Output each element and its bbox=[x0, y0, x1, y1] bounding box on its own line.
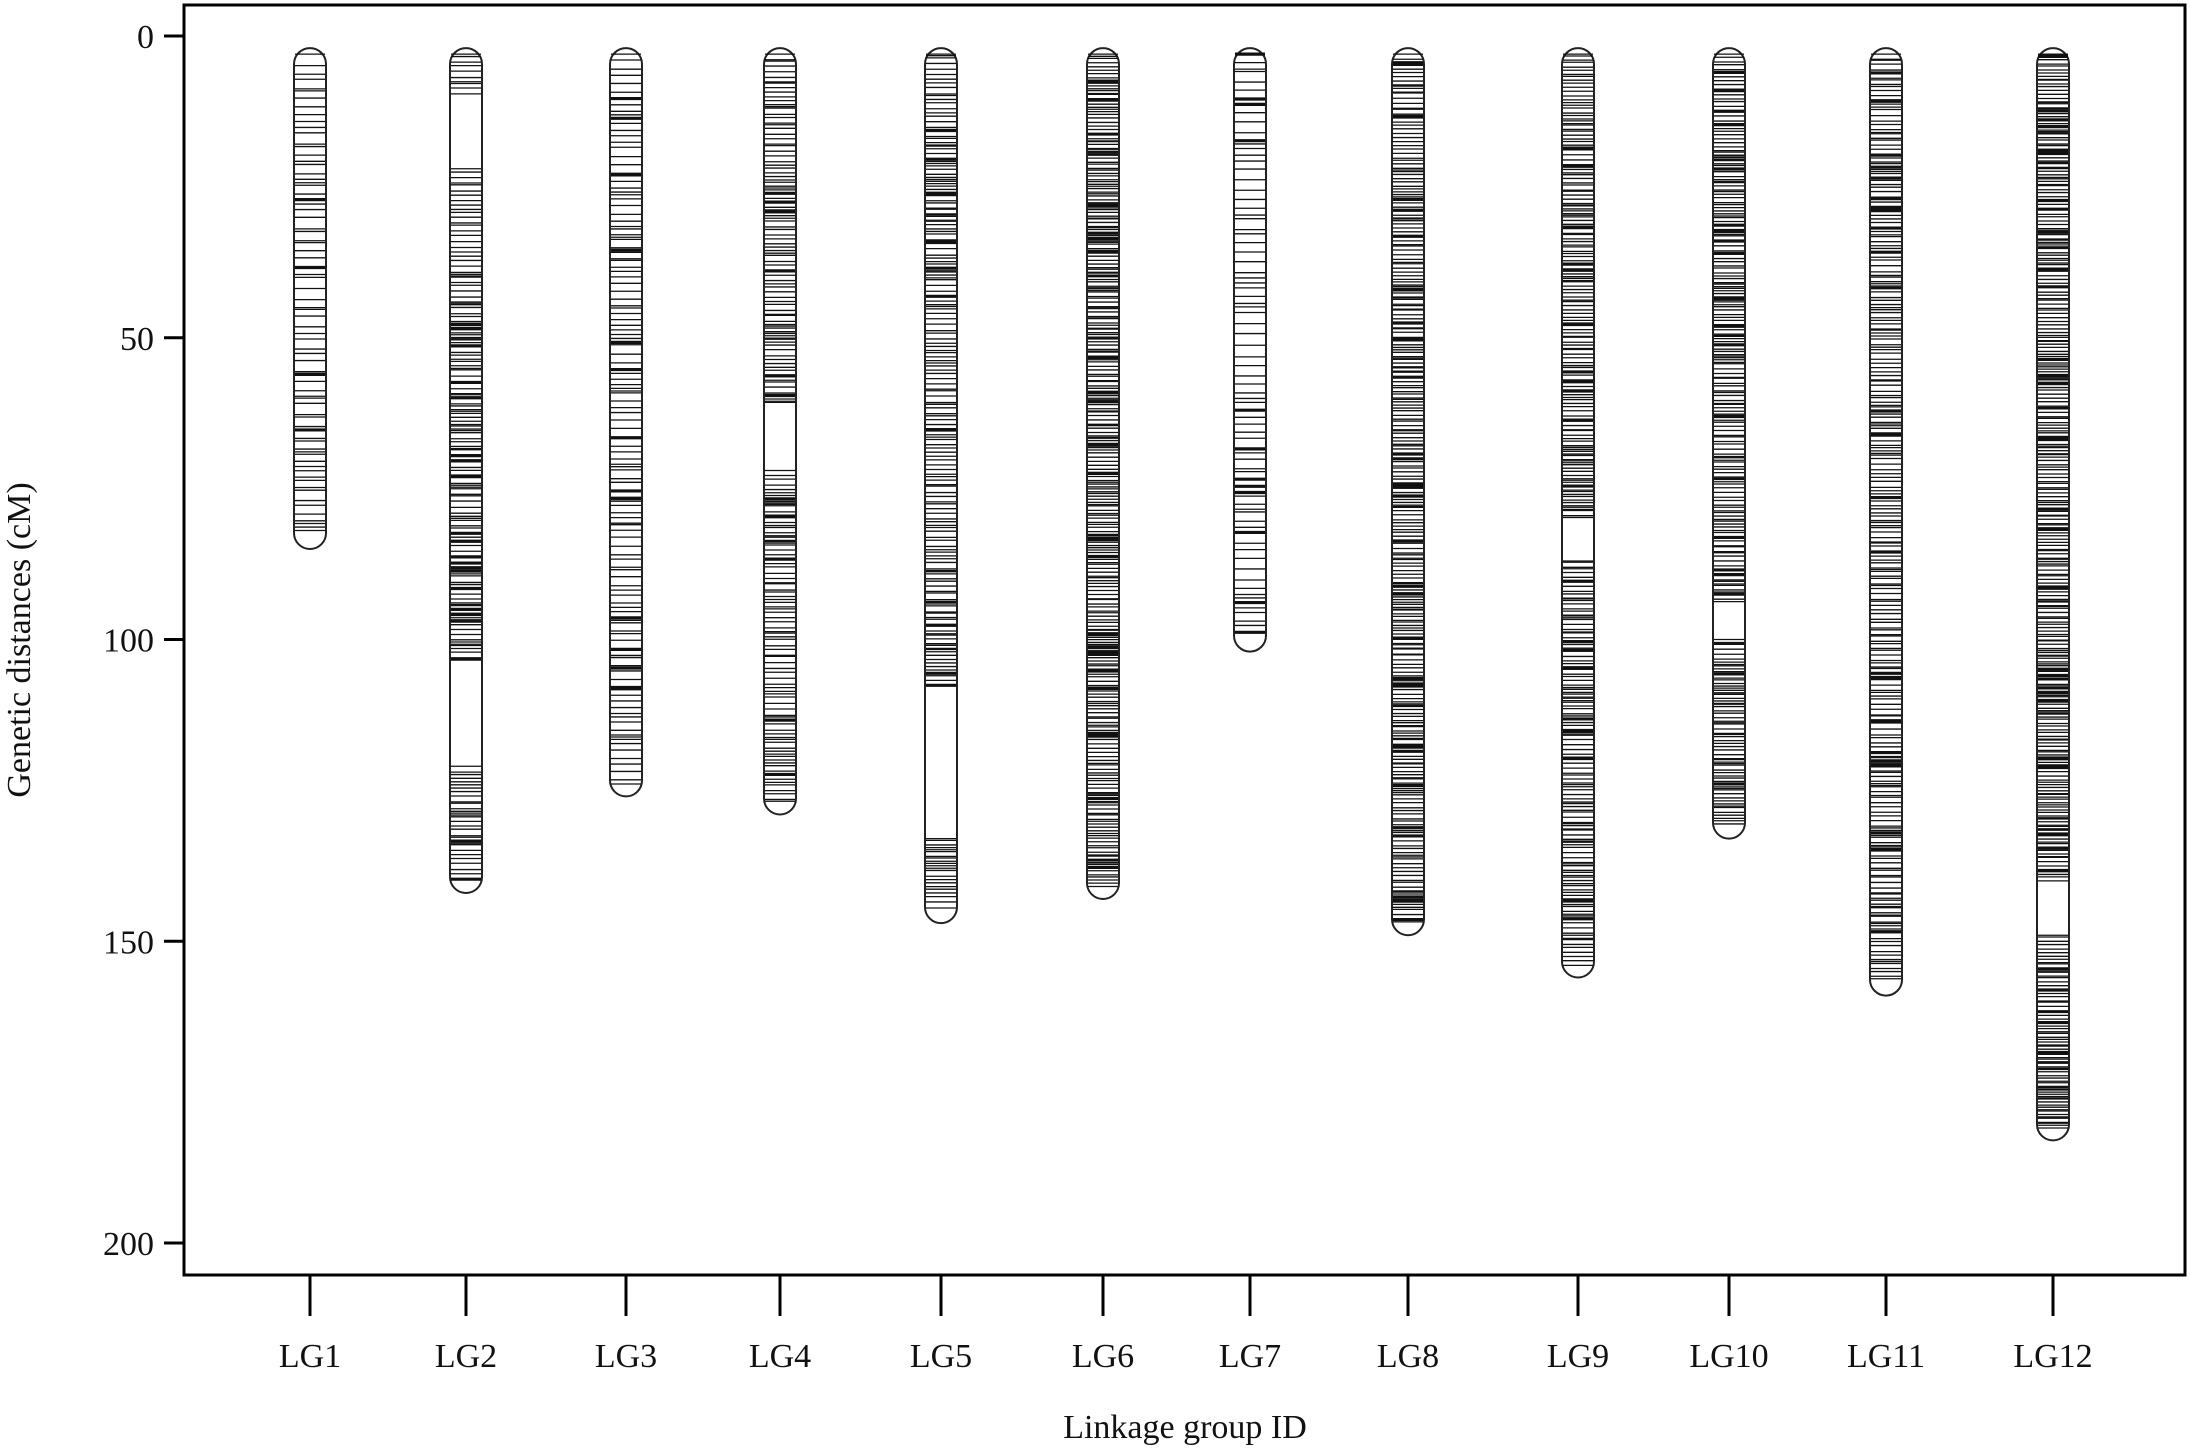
linkage-group-lg11 bbox=[1869, 47, 1903, 997]
x-tick-label: LG10 bbox=[1689, 1338, 1768, 1375]
linkage-groups bbox=[293, 47, 2070, 1142]
x-axis: LG1 LG2 LG3 LG4 LG5 LG6 LG7 LG8 LG9 LG10 LG11 LG12 bbox=[279, 1275, 2093, 1375]
linkage-group-lg7 bbox=[1233, 47, 1267, 653]
linkage-group-lg3 bbox=[609, 47, 643, 798]
x-tick-label: LG12 bbox=[2013, 1338, 2092, 1375]
y-tick-label: 200 bbox=[103, 1226, 154, 1263]
linkage-group-lg10 bbox=[1712, 47, 1746, 840]
chromosome-bar bbox=[1561, 47, 1595, 979]
linkage-group-lg4 bbox=[763, 47, 797, 816]
linkage-group-lg5 bbox=[924, 47, 958, 925]
chromosome-bar bbox=[609, 47, 643, 798]
chromosome-bar bbox=[763, 47, 797, 816]
x-tick-label: LG3 bbox=[595, 1338, 657, 1375]
x-tick-label: LG7 bbox=[1219, 1338, 1281, 1375]
x-tick-label: LG2 bbox=[435, 1338, 497, 1375]
y-tick-label: 50 bbox=[120, 321, 154, 358]
chromosome-bar bbox=[1233, 47, 1267, 653]
x-tick-label: LG9 bbox=[1547, 1338, 1609, 1375]
y-tick-label: 100 bbox=[103, 623, 154, 660]
x-tick-label: LG8 bbox=[1377, 1338, 1439, 1375]
linkage-group-lg9 bbox=[1561, 47, 1595, 979]
x-tick-label: LG4 bbox=[749, 1338, 811, 1375]
y-tick-label: 150 bbox=[103, 924, 154, 961]
linkage-group-lg2 bbox=[449, 47, 483, 894]
x-tick-label: LG11 bbox=[1847, 1338, 1925, 1375]
linkage-group-lg1 bbox=[293, 47, 327, 550]
y-axis: 0 50 100 150 200 bbox=[103, 19, 184, 1263]
linkage-group-lg6 bbox=[1086, 47, 1120, 901]
x-axis-label: Linkage group ID bbox=[1063, 1409, 1307, 1446]
x-tick-label: LG5 bbox=[910, 1338, 972, 1375]
chromosome-bar bbox=[293, 47, 327, 550]
linkage-group-lg12 bbox=[2036, 47, 2070, 1142]
linkage-group-lg8 bbox=[1391, 47, 1425, 937]
x-tick-label: LG6 bbox=[1072, 1338, 1134, 1375]
y-tick-label: 0 bbox=[137, 19, 154, 56]
y-axis-label: Genetic distances (cM) bbox=[1, 482, 38, 797]
x-tick-label: LG1 bbox=[279, 1338, 341, 1375]
